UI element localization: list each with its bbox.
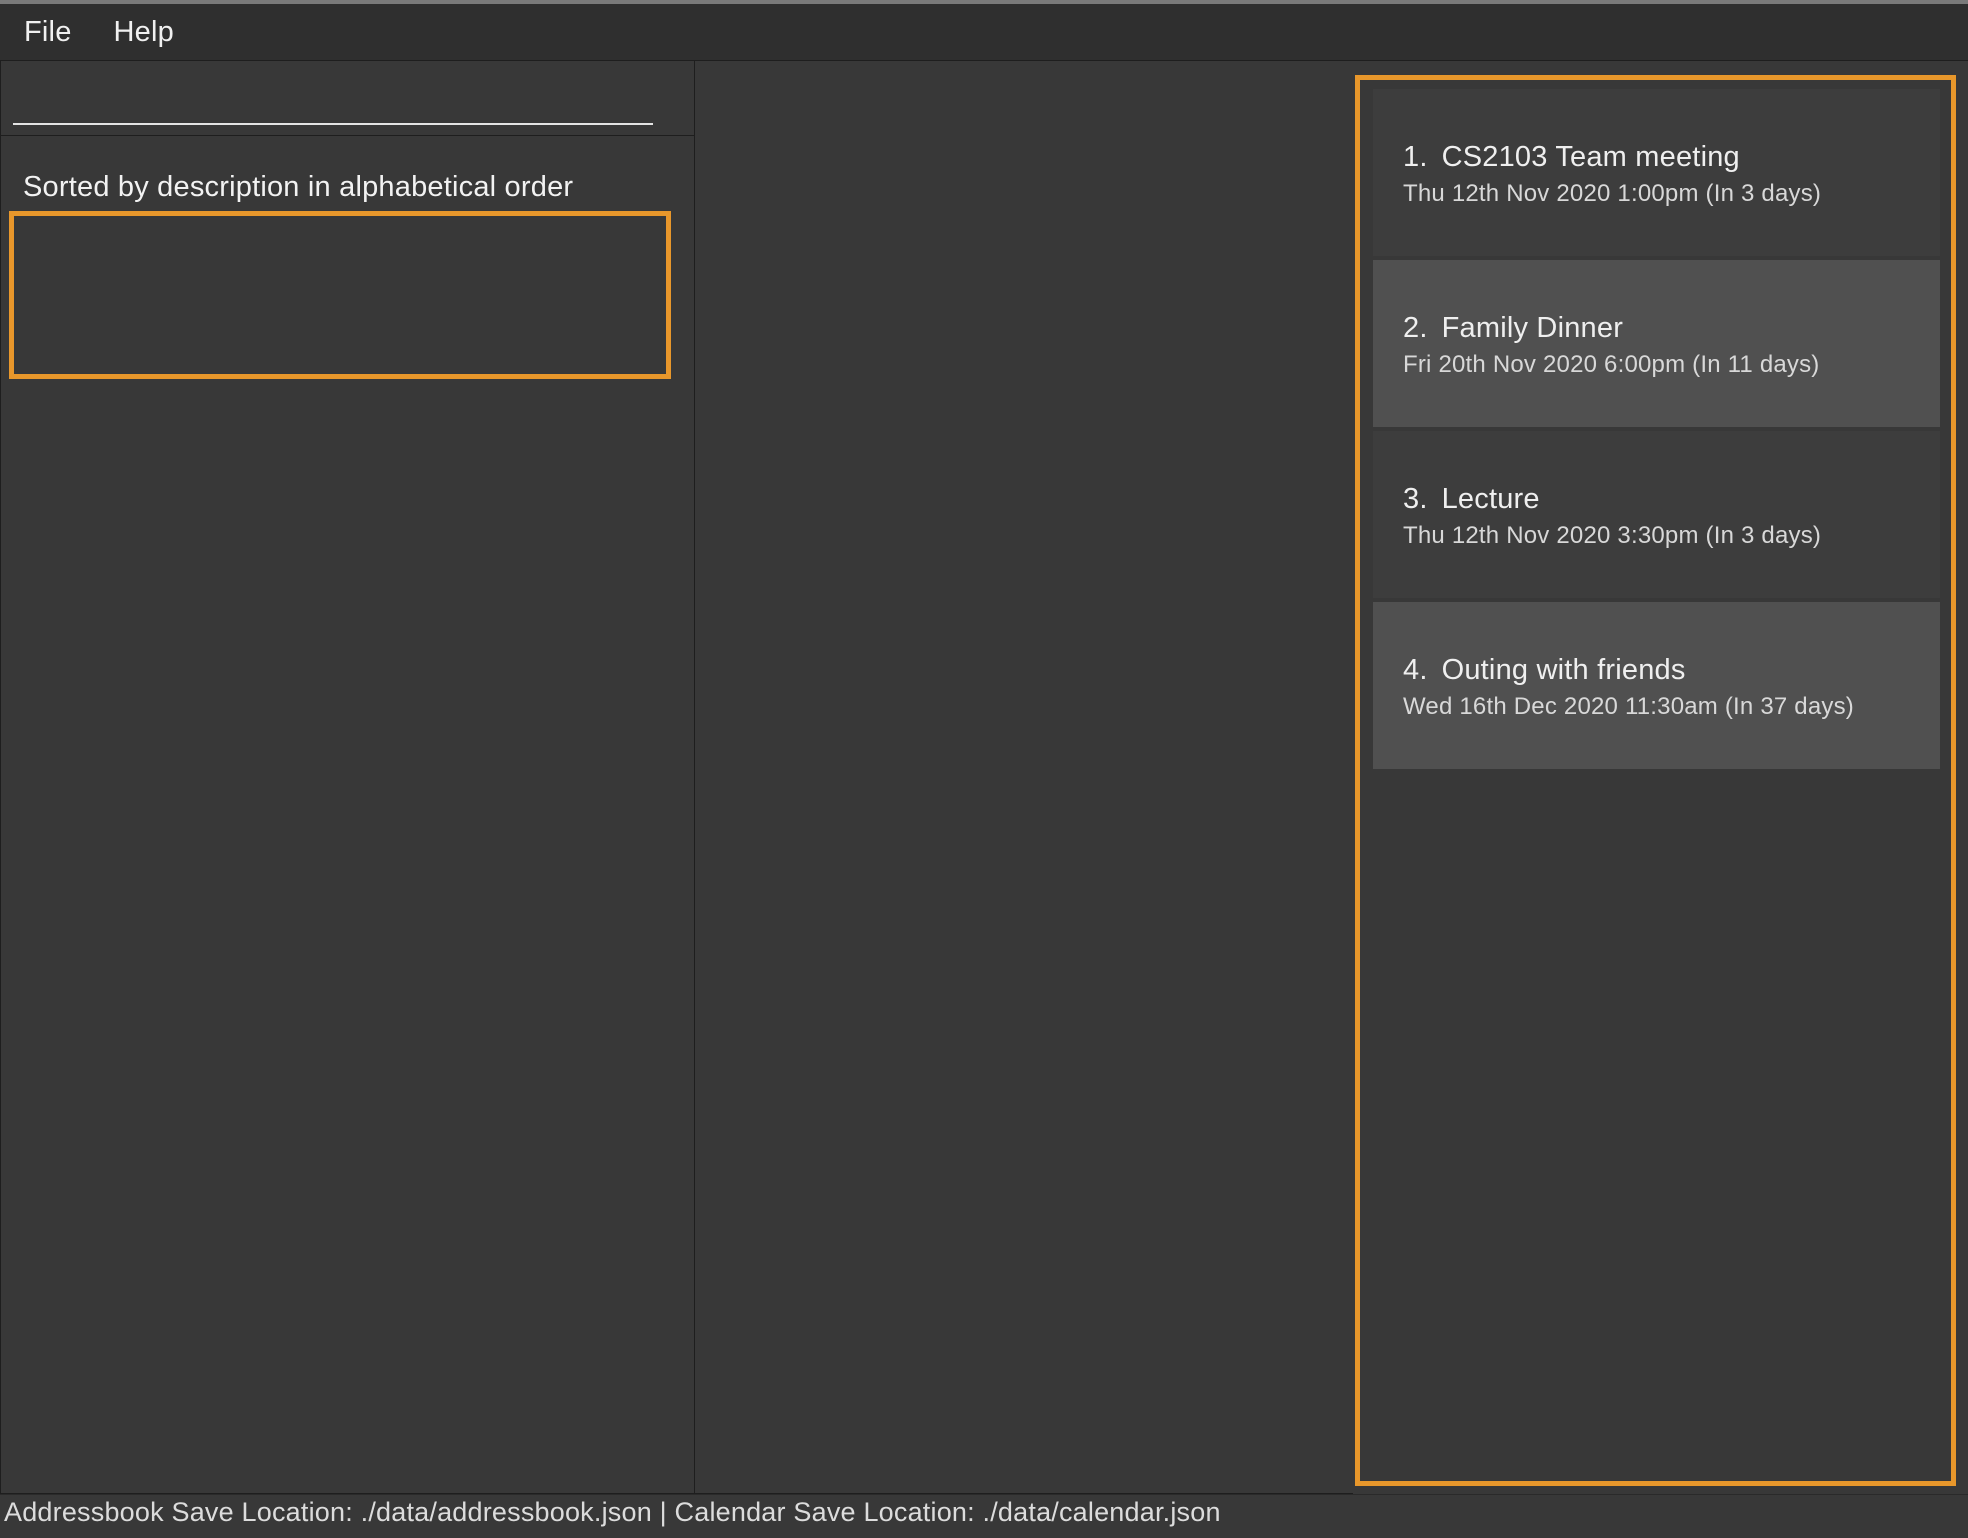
app-window: File Help Sorted by description in alpha…: [0, 0, 1968, 1538]
event-subtitle: Thu 12th Nov 2020 3:30pm (In 3 days): [1403, 522, 1910, 550]
event-name: Family Dinner: [1442, 312, 1623, 344]
main-area: Sorted by description in alphabetical or…: [0, 60, 1968, 1494]
event-title: 1. CS2103 Team meeting: [1403, 141, 1910, 174]
event-subtitle: Thu 12th Nov 2020 1:00pm (In 3 days): [1403, 180, 1910, 208]
event-subtitle: Fri 20th Nov 2020 6:00pm (In 11 days): [1403, 351, 1910, 379]
command-input-row: [1, 61, 694, 136]
right-pane: 1. CS2103 Team meeting Thu 12th Nov 2020 1…: [1353, 60, 1968, 1494]
event-name: Outing with friends: [1442, 654, 1686, 686]
result-message: Sorted by description in alphabetical or…: [1, 136, 694, 248]
event-index: 4.: [1403, 654, 1428, 686]
event-index: 3.: [1403, 483, 1428, 515]
center-pane: [695, 60, 1353, 1494]
event-name: Lecture: [1442, 483, 1540, 515]
event-index: 1.: [1403, 141, 1428, 173]
event-card[interactable]: 3. Lecture Thu 12th Nov 2020 3:30pm (In 3 …: [1373, 431, 1940, 598]
event-title: 3. Lecture: [1403, 483, 1910, 516]
menu-file[interactable]: File: [18, 12, 78, 53]
menubar: File Help: [0, 4, 1968, 60]
event-index: 2.: [1403, 312, 1428, 344]
status-text: Addressbook Save Location: ./data/addres…: [4, 1497, 1221, 1527]
event-card[interactable]: 1. CS2103 Team meeting Thu 12th Nov 2020 1…: [1373, 89, 1940, 256]
event-card[interactable]: 4. Outing with friends Wed 16th Dec 2020 1…: [1373, 602, 1940, 769]
command-input[interactable]: [13, 83, 653, 125]
event-list: 1. CS2103 Team meeting Thu 12th Nov 2020 1…: [1363, 81, 1950, 1476]
left-pane: Sorted by description in alphabetical or…: [0, 60, 695, 1494]
event-name: CS2103 Team meeting: [1442, 141, 1740, 173]
event-title: 4. Outing with friends: [1403, 654, 1910, 687]
event-card[interactable]: 2. Family Dinner Fri 20th Nov 2020 6:00pm …: [1373, 260, 1940, 427]
event-subtitle: Wed 16th Dec 2020 11:30am (In 37 days): [1403, 693, 1910, 721]
menu-help[interactable]: Help: [108, 12, 180, 53]
status-bar: Addressbook Save Location: ./data/addres…: [0, 1494, 1968, 1538]
event-title: 2. Family Dinner: [1403, 312, 1910, 345]
